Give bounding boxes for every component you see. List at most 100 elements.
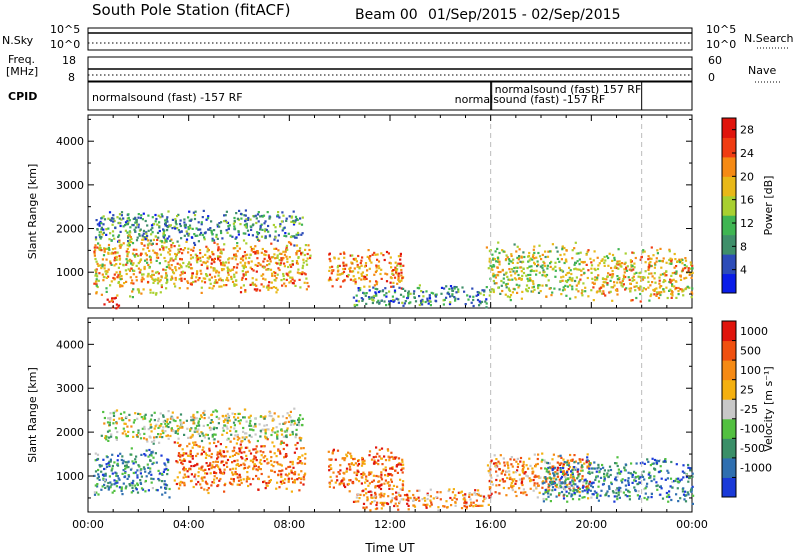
data-cell [307, 244, 310, 247]
data-cell [101, 216, 104, 219]
data-cell [374, 507, 377, 511]
data-cell [367, 490, 370, 493]
data-cell [141, 427, 144, 430]
data-cell [407, 292, 410, 295]
data-cell [409, 301, 412, 304]
data-cell [359, 287, 362, 290]
data-cell [518, 473, 521, 476]
data-cell [567, 271, 570, 274]
data-cell [298, 437, 301, 440]
data-cell [208, 286, 211, 289]
data-cell [584, 478, 587, 481]
data-cell [422, 295, 425, 298]
data-cell [154, 278, 157, 281]
data-cell [237, 452, 240, 456]
data-cell [173, 282, 176, 285]
data-cell [492, 272, 495, 275]
data-cell [463, 502, 466, 505]
data-cell [627, 481, 630, 484]
data-cell [101, 265, 104, 268]
data-cell [180, 237, 183, 240]
data-cell [670, 292, 673, 296]
data-cell [274, 230, 277, 233]
data-cell [462, 498, 465, 501]
data-cell [418, 295, 421, 298]
data-cell [170, 429, 173, 432]
data-cell [628, 287, 631, 290]
colorbar-swatch [722, 215, 736, 236]
data-cell [514, 490, 517, 493]
data-cell [235, 266, 239, 269]
data-cell [409, 292, 412, 295]
data-cell [168, 487, 171, 491]
data-cell [516, 291, 519, 294]
data-cell [271, 274, 274, 277]
data-cell [610, 276, 613, 279]
data-cell [328, 269, 331, 272]
data-cell [413, 290, 416, 293]
data-cell [263, 417, 266, 420]
data-cell [226, 266, 229, 269]
colorbar-swatch [722, 399, 736, 420]
data-cell [654, 281, 657, 284]
data-cell [479, 302, 482, 305]
data-cell [563, 483, 567, 486]
data-cell [264, 220, 267, 223]
data-cell [101, 473, 105, 476]
data-cell [360, 259, 363, 262]
data-cell [167, 264, 170, 267]
data-cell [116, 475, 119, 478]
data-cell [204, 480, 207, 483]
data-cell [424, 499, 427, 502]
colorbar-tick-label: 20 [740, 170, 754, 183]
data-cell [618, 496, 621, 499]
data-cell [297, 268, 300, 271]
data-cell [573, 247, 576, 250]
data-cell [107, 486, 110, 489]
data-cell [220, 455, 223, 458]
colorbar-swatch [722, 418, 736, 439]
data-cell [210, 413, 214, 416]
data-cell [556, 475, 560, 478]
data-cell [245, 454, 248, 457]
data-cell [391, 272, 394, 275]
data-cell [497, 286, 500, 289]
data-cell [564, 482, 567, 485]
data-cell [223, 243, 226, 246]
data-cell [373, 284, 376, 287]
data-cell [355, 473, 358, 477]
data-cell [127, 241, 130, 245]
data-cell [670, 262, 673, 265]
data-cell [510, 253, 513, 256]
data-cell [567, 468, 570, 471]
data-cell [652, 254, 655, 257]
data-cell [574, 279, 577, 283]
data-cell [131, 482, 134, 485]
data-cell [282, 250, 285, 253]
data-cell [276, 433, 279, 436]
data-cell [115, 271, 118, 274]
data-cell [649, 260, 652, 264]
data-cell [158, 229, 161, 233]
data-cell [274, 236, 277, 239]
data-cell [191, 256, 195, 259]
data-cell [397, 255, 400, 258]
data-cell [671, 284, 674, 288]
data-cell [388, 473, 391, 476]
data-cell [131, 223, 134, 227]
data-cell [400, 287, 403, 290]
data-cell [336, 273, 339, 276]
data-cell [176, 476, 179, 479]
data-cell [541, 481, 544, 484]
data-cell [355, 496, 358, 499]
data-cell [616, 498, 619, 501]
data-cell [218, 225, 221, 228]
data-cell [256, 231, 259, 234]
data-cell [481, 289, 484, 292]
data-cell [512, 480, 515, 483]
data-cell [592, 493, 595, 496]
data-cell [252, 283, 255, 286]
data-cell [217, 271, 221, 274]
data-cell [327, 279, 330, 282]
data-cell [249, 283, 252, 286]
